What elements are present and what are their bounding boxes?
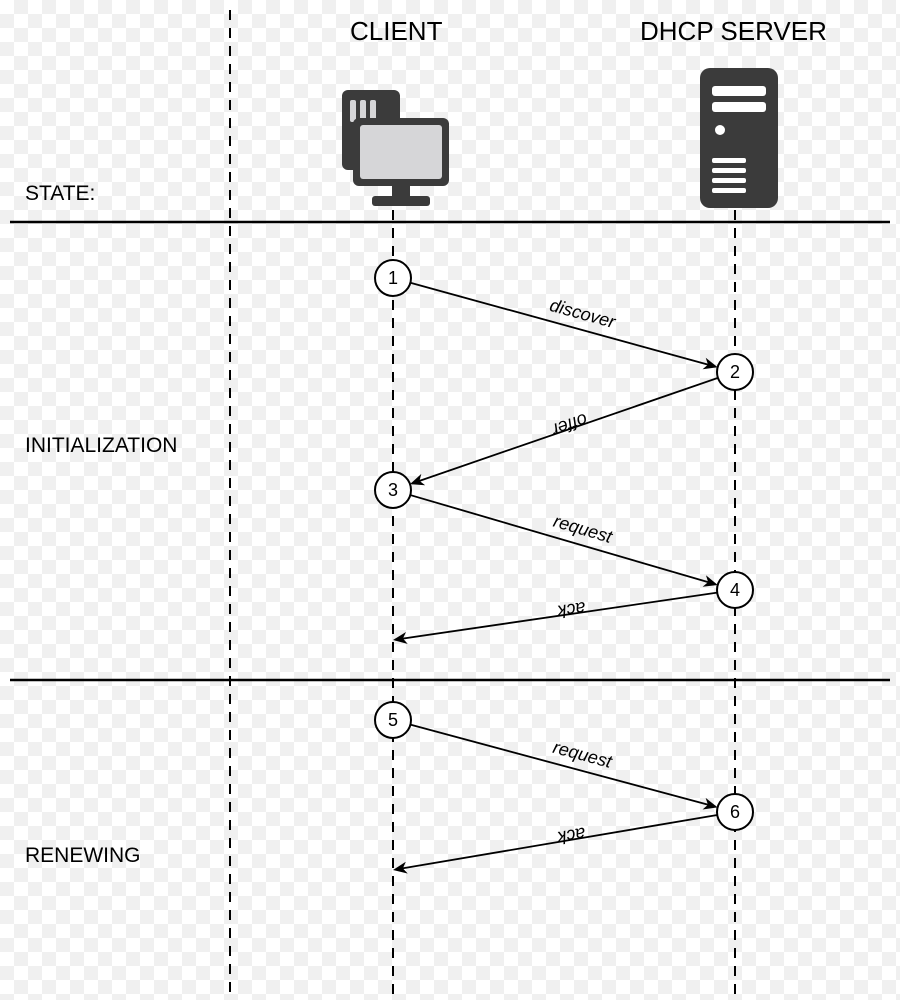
message-label-request: request [551, 737, 615, 772]
message-label-ack: ack [555, 823, 587, 848]
message-label-ack: ack [555, 598, 587, 622]
step-node-label-6: 6 [730, 802, 740, 822]
message-arrow-request [410, 495, 716, 584]
step-node-label-1: 1 [388, 268, 398, 288]
client-computer-icon [342, 90, 449, 206]
dhcp-server-icon [700, 68, 778, 208]
server-header-label: DHCP SERVER [640, 16, 827, 46]
step-node-label-4: 4 [730, 580, 740, 600]
step-node-label-5: 5 [388, 710, 398, 730]
message-arrow-request [410, 725, 715, 807]
message-label-offer: offer [549, 409, 591, 440]
dhcp-sequence-diagram: CLIENT DHCP SERVER STATE: INITIALIZATION REN… [0, 0, 900, 1000]
message-label-discover: discover [548, 295, 619, 332]
message-label-request: request [551, 511, 615, 547]
client-header-label: CLIENT [350, 16, 443, 46]
message-arrow-ack [395, 815, 717, 870]
state-label-1: RENEWING [25, 844, 141, 867]
state-header-label: STATE: [25, 182, 95, 205]
message-arrow-discover [410, 283, 715, 367]
message-arrow-ack [395, 593, 717, 640]
state-label-0: INITIALIZATION [25, 434, 177, 457]
step-node-label-2: 2 [730, 362, 740, 382]
step-node-label-3: 3 [388, 480, 398, 500]
